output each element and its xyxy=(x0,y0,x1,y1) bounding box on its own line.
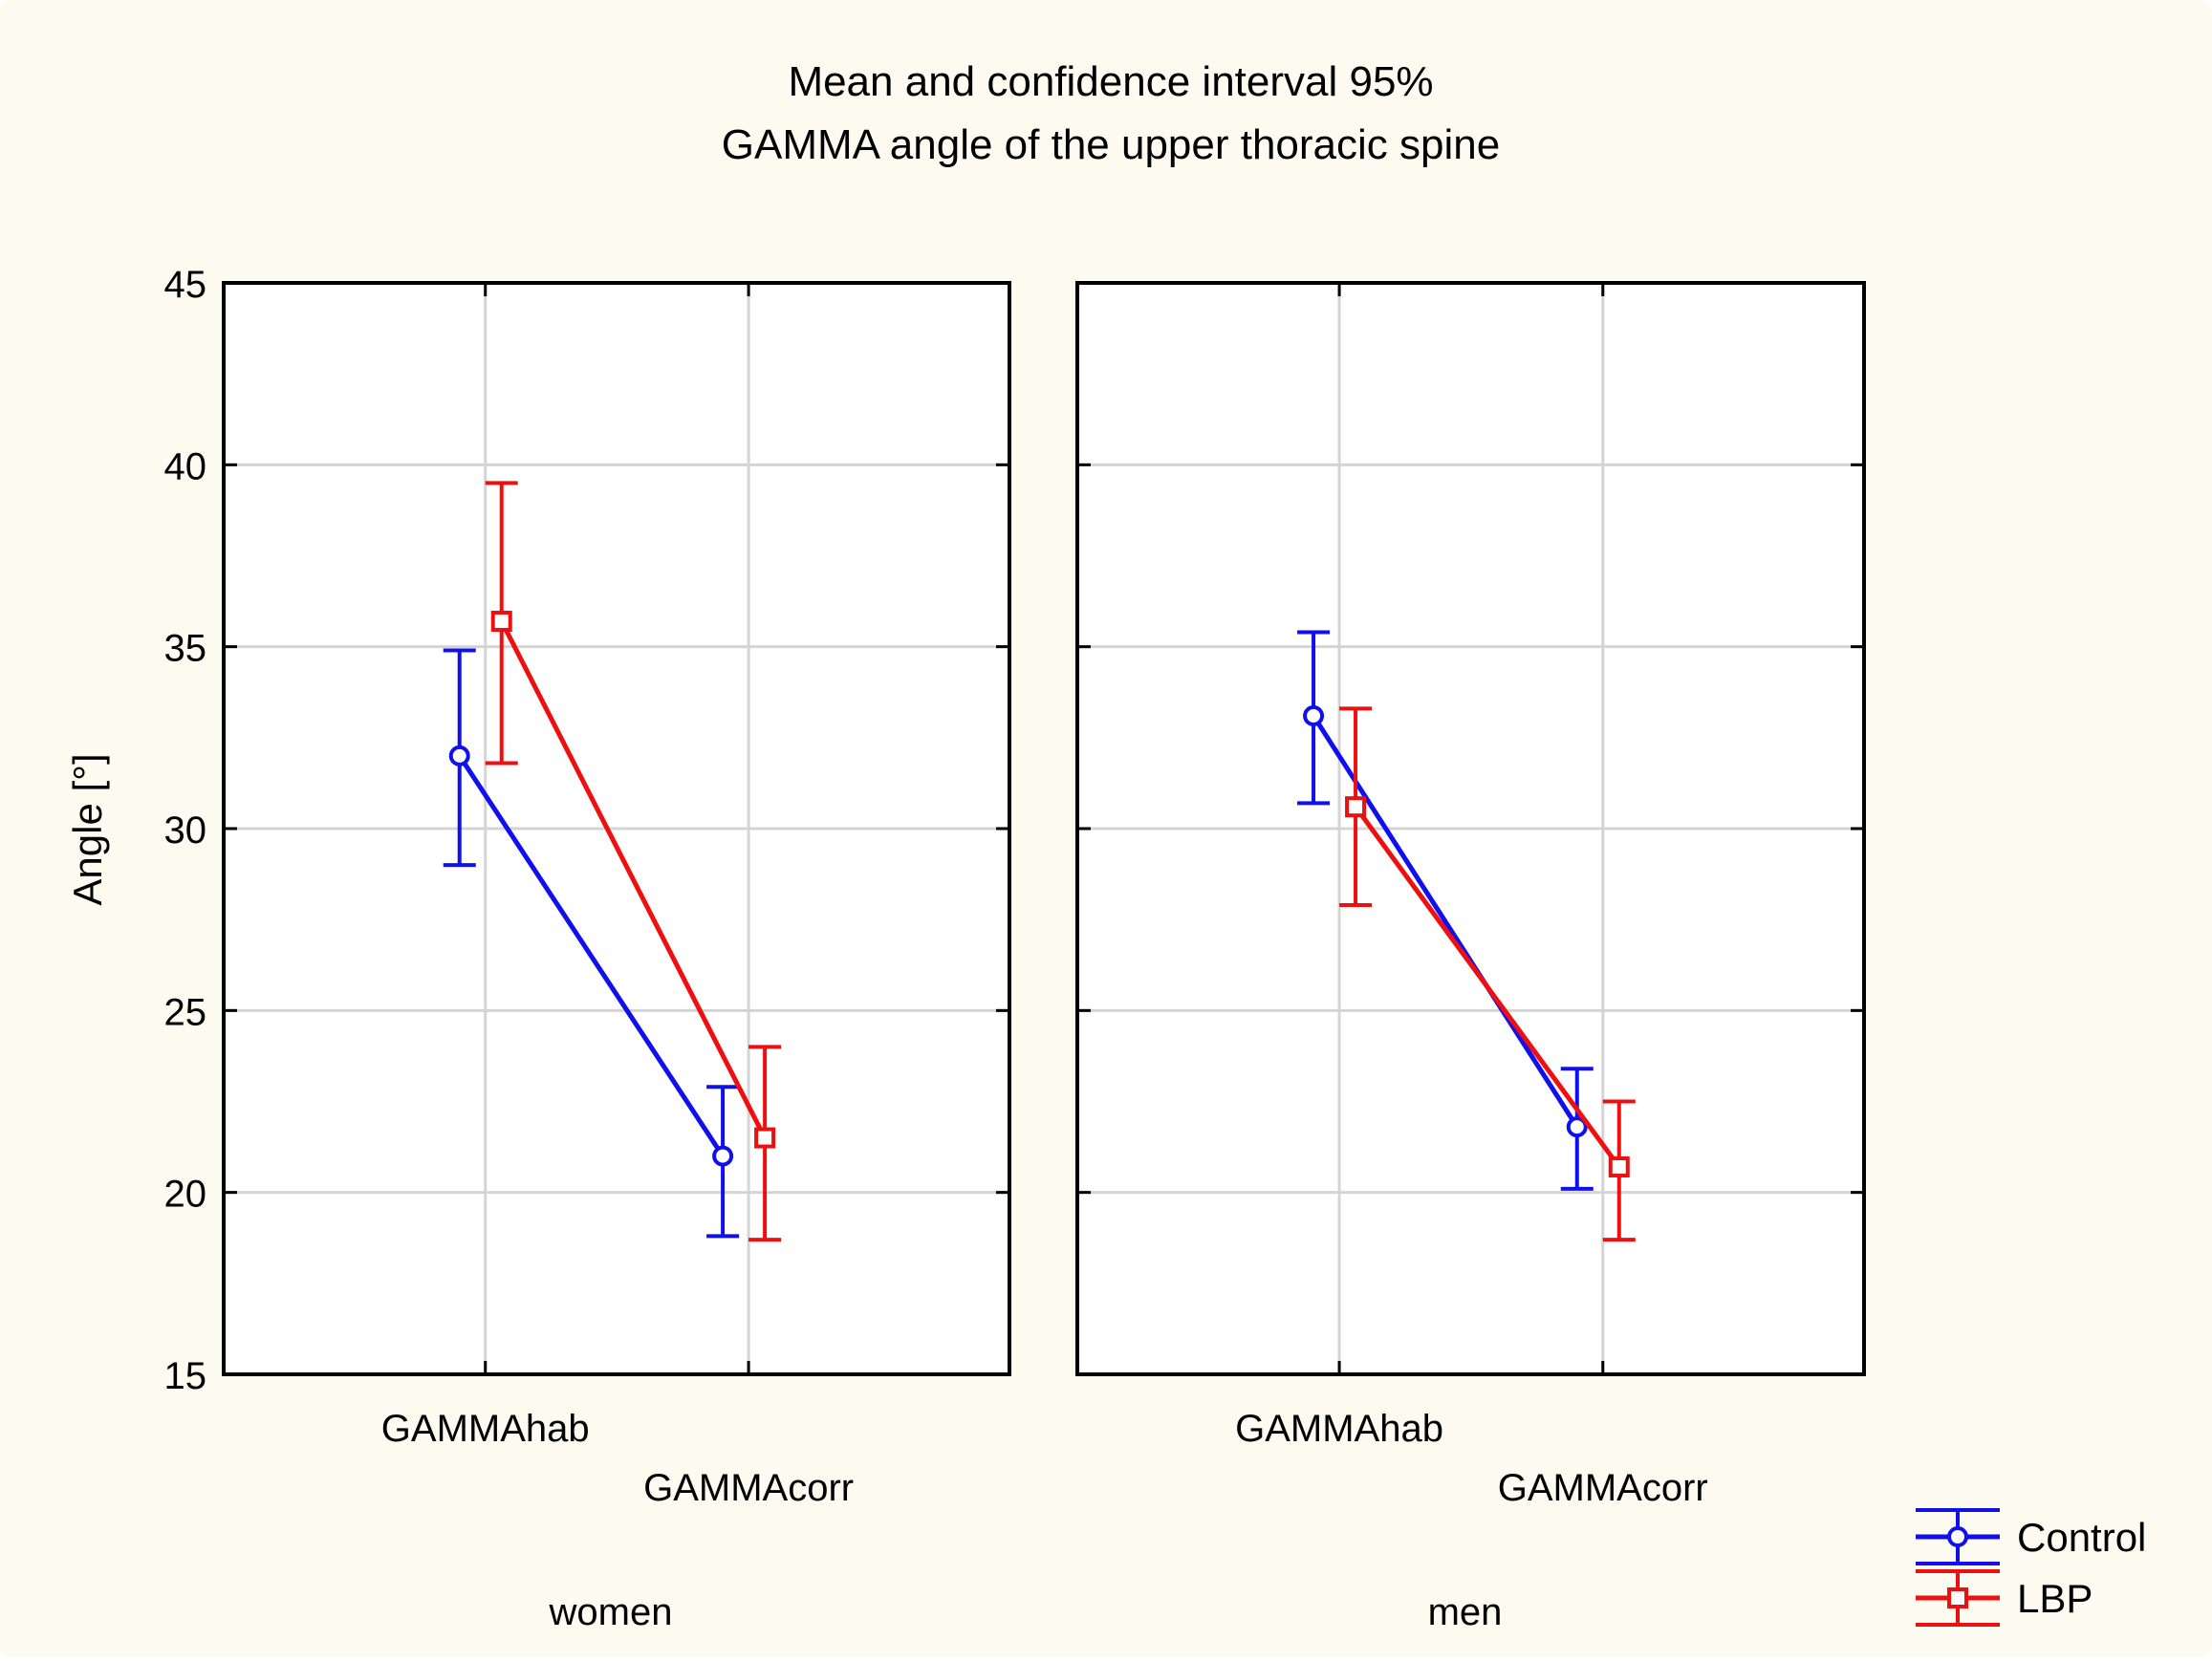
series-line xyxy=(457,754,726,1157)
series-line xyxy=(1354,805,1621,1169)
legend-marker xyxy=(1947,1526,1968,1547)
data-point xyxy=(1303,704,1325,726)
panel-label: men xyxy=(1428,1591,1503,1633)
x-tick-label: GAMMAhab xyxy=(381,1408,590,1450)
x-tick-label: GAMMAcorr xyxy=(643,1467,854,1509)
panels: 15 20 25 30 35 40 45 GAMMAhab GAMMAcorr women GAMM… xyxy=(164,264,1866,1633)
y-tick-label: 35 xyxy=(164,628,207,670)
chart-subtitle: GAMMA angle of the upper thoracic spine xyxy=(722,121,1500,168)
panel-label: women xyxy=(549,1591,673,1633)
data-point xyxy=(1608,1156,1630,1178)
legend-label: LBP xyxy=(2017,1576,2093,1621)
data-point xyxy=(448,745,470,766)
data-point xyxy=(1566,1116,1588,1138)
legend-label: Control xyxy=(2017,1515,2146,1560)
legend: Control LBP xyxy=(1916,1508,2146,1627)
panel-women: 15 20 25 30 35 40 45 GAMMAhab GAMMAcorr women xyxy=(164,264,1011,1633)
chart-title: Mean and confidence interval 95% xyxy=(788,58,1433,105)
series-lbp xyxy=(485,481,782,1242)
legend-marker xyxy=(1947,1587,1968,1608)
y-tick-label: 30 xyxy=(164,809,207,852)
series-control xyxy=(443,648,740,1239)
y-tick-label: 15 xyxy=(164,1355,207,1397)
series-lbp xyxy=(1339,706,1636,1242)
y-axis-label: Angle [°] xyxy=(65,753,110,905)
data-point xyxy=(754,1127,776,1149)
legend-item-control: Control xyxy=(1916,1508,2146,1565)
y-tick-label: 20 xyxy=(164,1174,207,1216)
y-tick-label: 45 xyxy=(164,264,207,306)
y-tick-label: 40 xyxy=(164,445,207,487)
x-tick-label: GAMMAcorr xyxy=(1498,1467,1708,1509)
data-point xyxy=(490,611,512,633)
data-point xyxy=(1345,796,1367,818)
plot-border xyxy=(1075,281,1866,1376)
y-tick-label: 25 xyxy=(164,991,207,1033)
legend-item-lbp: LBP xyxy=(1916,1569,2093,1627)
series-line xyxy=(499,619,768,1139)
x-tick-label: GAMMAhab xyxy=(1235,1408,1443,1450)
panel-men: GAMMAhab GAMMAcorr men xyxy=(1075,281,1866,1633)
plot-border xyxy=(222,281,1011,1376)
data-point xyxy=(712,1145,734,1167)
